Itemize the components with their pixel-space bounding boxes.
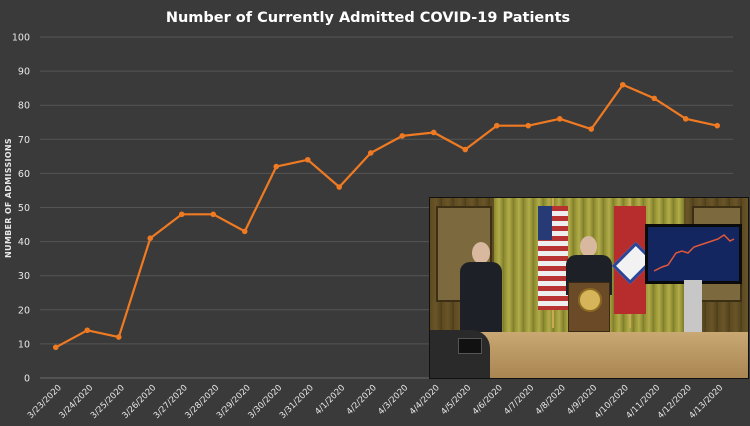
y-tick-label: 10	[18, 339, 30, 350]
data-point	[147, 235, 154, 241]
data-point	[619, 81, 626, 88]
y-tick-label: 30	[18, 271, 30, 282]
monitor-chart-icon	[653, 234, 735, 272]
data-point	[682, 116, 689, 122]
x-tick-label: 4/4/2020	[408, 383, 442, 417]
us-flag-canton	[538, 206, 552, 240]
camera-phone-icon	[458, 338, 482, 354]
x-tick-label: 4/5/2020	[439, 383, 473, 417]
data-point	[399, 133, 406, 139]
data-point	[556, 116, 563, 122]
y-tick-label: 60	[18, 169, 30, 180]
x-tick-label: 4/2/2020	[345, 383, 379, 417]
data-point	[714, 122, 721, 129]
chart-monitor	[645, 224, 742, 284]
data-point	[304, 156, 311, 163]
data-point	[336, 184, 343, 190]
x-tick-label: 3/31/2020	[278, 383, 316, 421]
data-point	[525, 122, 532, 129]
speaker-head	[580, 236, 597, 257]
interpreter-head	[472, 242, 490, 264]
data-point	[52, 344, 59, 351]
series-line	[55, 83, 718, 349]
data-point	[241, 228, 248, 235]
chart-title: Number of Currently Admitted COVID-19 Pa…	[166, 10, 570, 26]
x-tick-label: 4/3/2020	[376, 383, 410, 417]
data-point	[462, 146, 469, 153]
gridlines	[40, 36, 733, 379]
data-point	[367, 150, 374, 156]
data-point	[84, 327, 91, 334]
y-tick-label: 0	[24, 374, 30, 385]
x-tick-label: 4/7/2020	[502, 383, 536, 417]
x-tick-label: 4/13/2020	[687, 383, 725, 421]
x-tick-label: 4/6/2020	[471, 383, 505, 417]
data-point	[178, 211, 185, 218]
x-tick-labels: 3/23/20203/24/20203/25/20203/26/20203/27…	[26, 383, 725, 421]
x-tick-label: 4/8/2020	[534, 383, 568, 417]
x-tick-label: 4/1/2020	[313, 383, 347, 417]
data-point	[651, 95, 658, 102]
y-tick-labels: 0 10 20 30 40 50 60 70 80 90 100	[12, 33, 30, 385]
data-point	[210, 211, 217, 218]
state-seal-icon	[578, 288, 602, 312]
y-tick-label: 20	[18, 305, 30, 316]
data-point	[493, 122, 500, 129]
data-point	[115, 334, 122, 340]
data-point	[273, 163, 280, 170]
interpreter-body	[460, 262, 502, 332]
y-tick-label: 80	[18, 101, 30, 112]
y-axis-label: NUMBER OF ADMISSIONS	[4, 138, 13, 258]
y-tick-label: 40	[18, 237, 30, 248]
monitor-stand	[684, 280, 702, 338]
y-tick-label: 70	[18, 135, 30, 146]
y-tick-label: 100	[12, 33, 30, 44]
data-point	[588, 126, 595, 132]
y-tick-label: 90	[18, 67, 30, 78]
data-point	[430, 129, 437, 136]
y-tick-label: 50	[18, 203, 30, 214]
press-conference-video-inset	[429, 197, 749, 379]
data-points	[52, 81, 721, 351]
